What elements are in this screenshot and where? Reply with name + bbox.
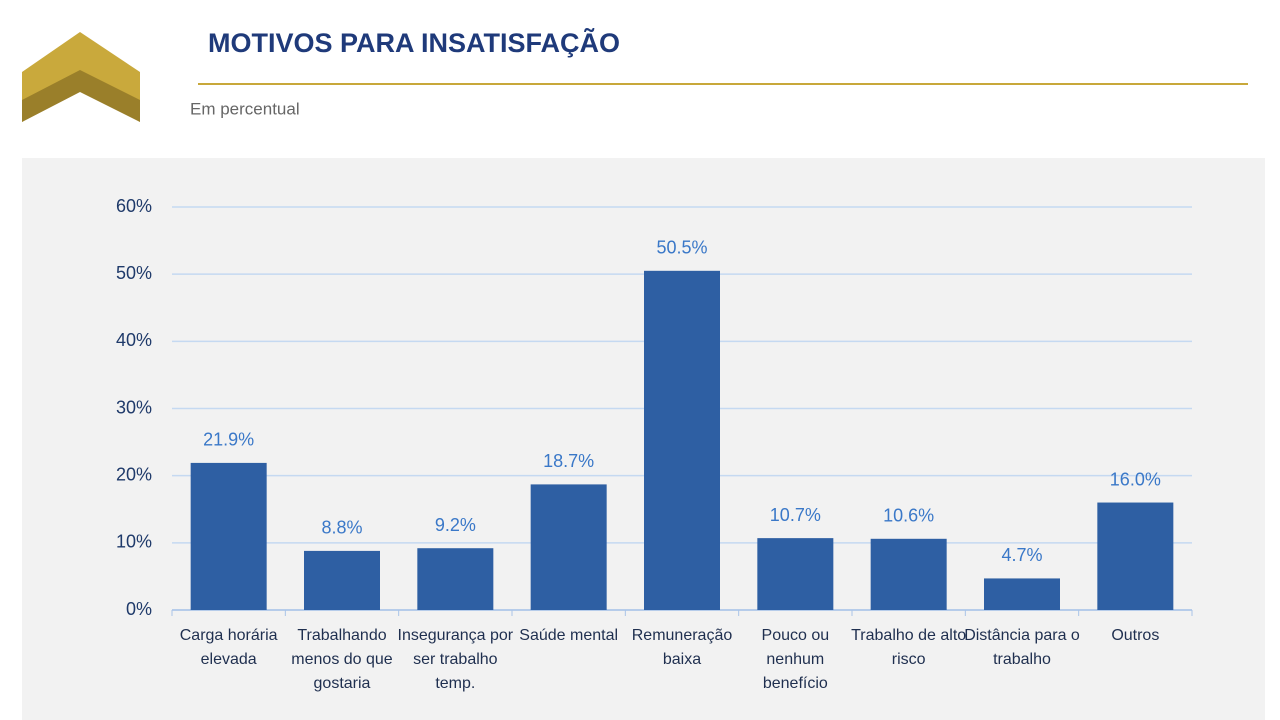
y-tick-label: 40% bbox=[116, 330, 152, 350]
data-label: 10.6% bbox=[883, 506, 934, 526]
data-label: 9.2% bbox=[435, 515, 476, 535]
x-tick-label: Trabalhando menos do que gostaria bbox=[291, 627, 393, 692]
x-tick-label: Insegurança por ser trabalho temp. bbox=[397, 627, 514, 692]
bar bbox=[304, 550, 380, 610]
y-tick-label: 10% bbox=[116, 532, 152, 552]
data-label: 8.8% bbox=[321, 518, 362, 538]
y-tick-label: 60% bbox=[116, 196, 152, 216]
bar bbox=[984, 578, 1060, 610]
bar bbox=[1097, 502, 1174, 610]
y-tick-label: 50% bbox=[116, 263, 152, 283]
x-tick-label: Remuneração baixa bbox=[631, 627, 733, 668]
title: MOTIVOS PARA INSATISFAÇÃO bbox=[208, 27, 620, 58]
x-tick-label: Distância para o trabalho bbox=[964, 627, 1080, 668]
bar bbox=[757, 538, 834, 610]
chart-panel bbox=[22, 158, 1265, 720]
bar bbox=[417, 548, 494, 610]
x-tick-label: Trabalho de alto risco bbox=[851, 627, 967, 668]
plot: 0% 10% 20% 30% 40% 50% 60% 21.9% 8.8% 9.2% 18.7% 50… bbox=[116, 196, 1193, 619]
data-label: 4.7% bbox=[1001, 545, 1042, 565]
y-tick-label: 20% bbox=[116, 464, 152, 484]
bar bbox=[530, 484, 607, 610]
x-tick-label: Carga horária elevada bbox=[179, 627, 278, 668]
x-tick-label: Saúde mental bbox=[519, 627, 619, 644]
subtitle: Em percentual bbox=[190, 99, 300, 118]
bar bbox=[644, 270, 720, 610]
data-label: 16.0% bbox=[1110, 469, 1161, 489]
bar bbox=[870, 538, 947, 610]
x-tick-label: Outros bbox=[1111, 627, 1160, 644]
data-label: 10.7% bbox=[770, 505, 821, 525]
data-label: 50.5% bbox=[656, 238, 707, 258]
x-tick-label: Pouco ou nenhum benefício bbox=[761, 627, 830, 692]
logo-shade bbox=[22, 70, 140, 122]
bar bbox=[190, 462, 267, 610]
y-tick-label: 0% bbox=[126, 599, 152, 619]
y-tick-label: 30% bbox=[116, 397, 152, 417]
data-label: 21.9% bbox=[203, 430, 254, 450]
data-label: 18.7% bbox=[543, 451, 594, 471]
